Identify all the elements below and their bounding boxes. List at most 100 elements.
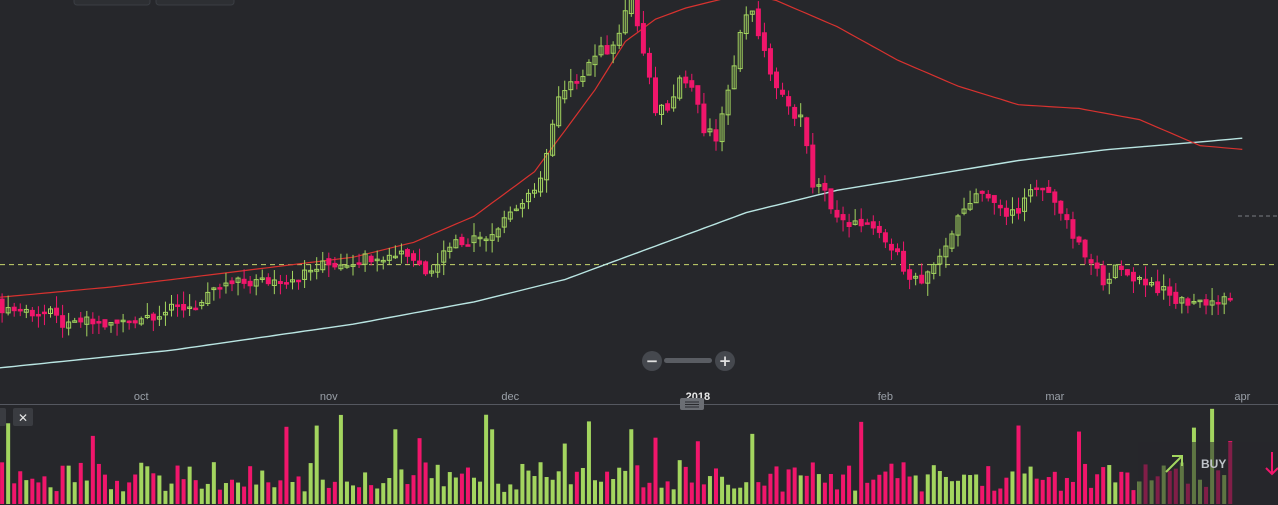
volume-bar — [157, 475, 162, 504]
volume-bar — [314, 425, 319, 504]
volume-bar — [623, 470, 628, 504]
candle — [1191, 293, 1197, 305]
volume-bar — [211, 462, 216, 504]
candle — [241, 269, 247, 289]
candle — [1082, 238, 1088, 265]
volume-bar — [992, 490, 997, 504]
zoom-slider-track[interactable] — [664, 358, 712, 363]
candle — [96, 315, 102, 335]
buy-button[interactable]: BUY — [1201, 457, 1226, 471]
volume-bar — [351, 485, 355, 504]
candle — [259, 269, 265, 283]
candle — [338, 253, 344, 271]
volume-bar — [974, 474, 979, 504]
candle — [556, 86, 562, 128]
candle — [386, 247, 392, 265]
zoom-out-button[interactable] — [642, 351, 662, 371]
candle — [108, 322, 114, 333]
candle — [199, 299, 205, 310]
volume-bar — [865, 482, 870, 504]
pane-resize-handle[interactable] — [680, 398, 704, 410]
candle — [368, 254, 374, 266]
volume-bar — [102, 474, 107, 504]
candle — [41, 304, 47, 326]
volume-bar — [363, 472, 368, 504]
candle — [283, 274, 289, 289]
candle — [538, 171, 544, 197]
volume-bar — [701, 484, 706, 504]
volume-bar — [326, 487, 331, 504]
candle — [1016, 197, 1021, 220]
volume-bar — [998, 488, 1003, 504]
volume-bar — [54, 491, 59, 504]
volume-bar — [308, 463, 313, 504]
candle — [187, 294, 193, 316]
zoom-in-button[interactable] — [715, 351, 735, 371]
candle — [477, 231, 483, 247]
candle — [840, 206, 846, 232]
volume-bar — [375, 488, 380, 504]
volume-bar — [780, 491, 785, 504]
candle — [411, 250, 416, 267]
close-icon: ✕ — [18, 411, 28, 425]
candle — [211, 286, 217, 301]
volume-bar — [599, 481, 604, 504]
candle — [955, 213, 961, 247]
candle — [114, 319, 120, 336]
volume-bar — [847, 465, 852, 504]
candle — [17, 303, 23, 317]
candle — [1161, 274, 1167, 300]
volume-bar — [762, 485, 767, 504]
candle — [417, 248, 423, 267]
volume-bar — [78, 462, 83, 504]
candle — [1076, 235, 1082, 245]
candle — [580, 69, 586, 87]
volume-bar — [750, 433, 755, 504]
candle — [943, 237, 949, 268]
volume-bar — [1077, 431, 1081, 504]
candle — [701, 92, 707, 137]
volume-pane-close-button[interactable]: ✕ — [13, 408, 33, 426]
volume-bar — [1052, 471, 1057, 504]
candle — [435, 252, 441, 278]
zoom-out-icon: − — [646, 352, 659, 370]
candle — [707, 118, 713, 137]
volume-bar — [514, 489, 519, 504]
volume-bar — [1022, 473, 1027, 504]
volume-bar — [726, 484, 731, 504]
volume-bar — [163, 490, 168, 504]
volume-pane-button-left[interactable] — [0, 408, 6, 426]
volume-bar — [901, 462, 906, 504]
volume-bar — [786, 469, 791, 504]
volume-bar — [617, 467, 622, 504]
toolbar-button-left[interactable] — [73, 0, 151, 6]
candle — [1185, 296, 1191, 314]
candle — [120, 313, 126, 333]
sell-arrow-icon — [1265, 452, 1278, 476]
candle — [332, 256, 338, 270]
candle — [901, 241, 907, 275]
volume-bar — [919, 491, 924, 504]
candle — [1155, 269, 1161, 296]
volume-bar — [925, 474, 930, 504]
candle — [489, 223, 495, 253]
candle — [1112, 264, 1118, 280]
zoom-control[interactable]: − + — [642, 351, 735, 371]
volume-bar — [145, 466, 150, 504]
volume-bar — [484, 414, 489, 504]
toolbar-button-right[interactable] — [155, 0, 235, 6]
buy-panel[interactable]: BUY — [1138, 442, 1278, 505]
candle — [949, 230, 955, 253]
volume-bar — [411, 475, 416, 504]
candle — [314, 257, 320, 280]
candle — [1040, 187, 1046, 202]
candle — [1009, 197, 1015, 224]
candle — [1064, 208, 1070, 229]
candle — [1137, 275, 1142, 285]
candle — [646, 47, 652, 85]
volume-bar — [611, 479, 616, 504]
volume-bar — [508, 484, 513, 504]
candle — [774, 67, 779, 100]
candle — [29, 307, 35, 322]
